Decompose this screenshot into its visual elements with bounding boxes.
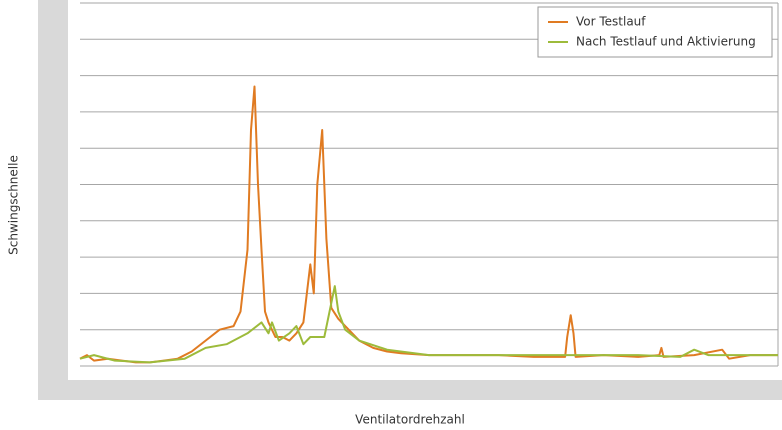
y-axis-label: Schwingschnelle (7, 155, 21, 255)
series-line (79, 285, 778, 364)
frame-left (38, 0, 68, 400)
legend-box (537, 6, 773, 58)
x-axis-label: Ventilatordrehzahl (355, 413, 465, 427)
frame-bottom (38, 380, 782, 400)
legend-label: Nach Testlauf und Aktivierung (576, 35, 756, 49)
legend-label: Vor Testlauf (576, 15, 646, 29)
plot-area (68, 0, 782, 380)
